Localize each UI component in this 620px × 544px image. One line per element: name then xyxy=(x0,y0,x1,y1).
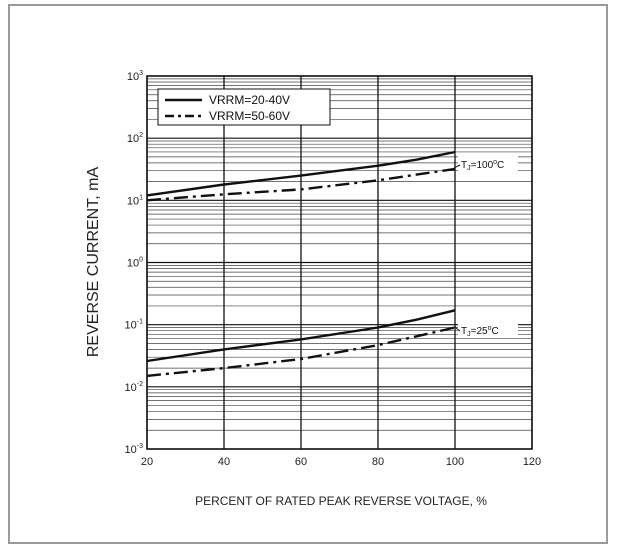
grid-lines xyxy=(146,75,533,450)
y-tick-label: 103 xyxy=(127,70,143,83)
x-tick-label: 120 xyxy=(523,456,541,468)
x-tick-label: 80 xyxy=(372,456,384,468)
annotation-bg xyxy=(458,156,518,171)
x-tick-label: 60 xyxy=(295,456,307,468)
x-axis-title: PERCENT OF RATED PEAK REVERSE VOLTAGE, % xyxy=(195,494,487,508)
annotation-leader xyxy=(453,164,461,169)
plot-border xyxy=(146,75,533,450)
series-line xyxy=(146,309,456,363)
legend-box xyxy=(157,88,331,126)
y-tick-label: 10-2 xyxy=(125,381,144,394)
y-tick-label: 100 xyxy=(127,257,143,270)
y-tick-label: 101 xyxy=(127,194,143,207)
series-line xyxy=(146,326,456,378)
legend-label: VRRM=20-40V xyxy=(209,93,290,107)
series-line xyxy=(146,150,456,197)
annotation-bg xyxy=(458,322,518,337)
legend: VRRM=20-40V VRRM=50-60V xyxy=(157,88,331,126)
annotation-label: TJ=100oC xyxy=(461,159,504,172)
y-tick-label: 102 xyxy=(127,132,143,145)
y-tick-label: 10-3 xyxy=(125,443,144,456)
legend-label: VRRM=50-60V xyxy=(209,109,290,123)
x-tick-label: 20 xyxy=(141,456,153,468)
x-tick-label: 100 xyxy=(446,456,464,468)
annotation-label: TJ=25oC xyxy=(461,325,499,338)
annotation-leader xyxy=(453,326,461,332)
series-line xyxy=(146,167,456,202)
x-tick-label: 40 xyxy=(218,456,230,468)
y-tick-label: 10-1 xyxy=(125,319,144,332)
y-axis-title: REVERSE CURRENT, mA xyxy=(85,167,102,358)
